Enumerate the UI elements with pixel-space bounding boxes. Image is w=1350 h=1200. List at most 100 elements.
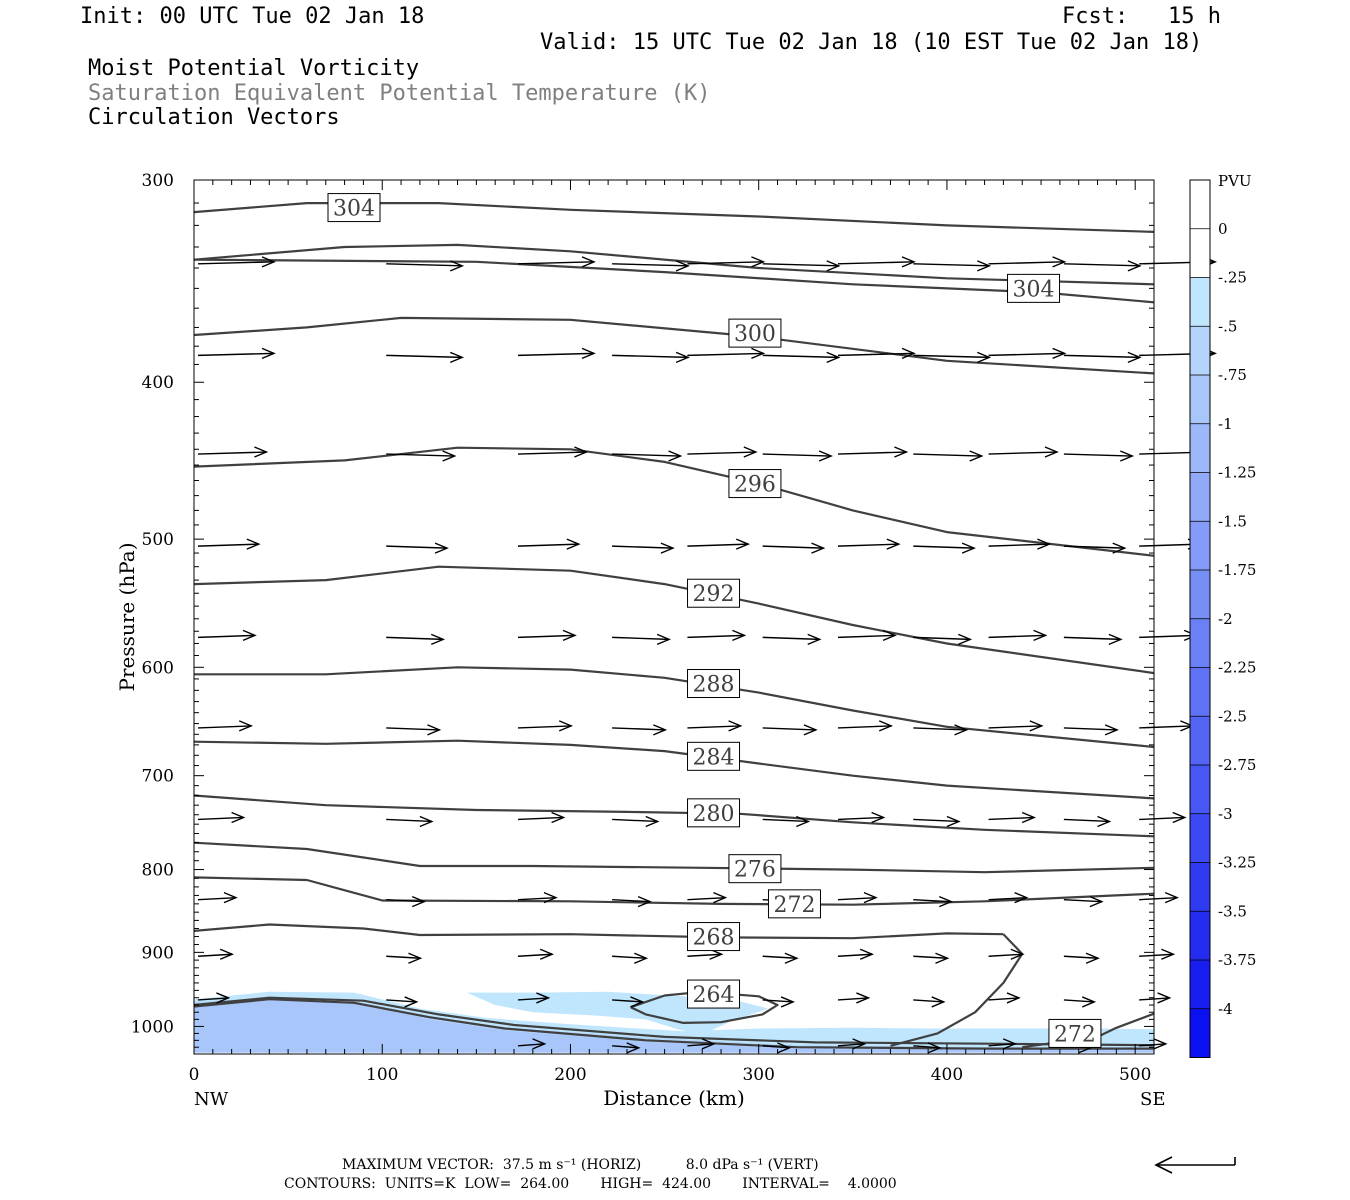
svg-text:300: 300 <box>734 322 776 347</box>
vector-6-3 <box>612 815 660 828</box>
vector-5-8 <box>988 720 1044 732</box>
vector-8-6 <box>837 948 875 960</box>
vector-9-3 <box>612 996 645 1008</box>
vector-1-4 <box>687 347 766 360</box>
vector-7-9 <box>1063 896 1104 908</box>
colorbar-segment <box>1190 960 1210 1009</box>
vector-10-3 <box>762 1042 792 1054</box>
colorbar-segment <box>1190 1008 1210 1058</box>
colorbar-segment <box>1190 180 1210 229</box>
vector-1-5 <box>762 351 841 364</box>
x-end-label-right: SE <box>1140 1089 1165 1110</box>
vector-8-0 <box>197 948 235 960</box>
vector-7-2 <box>517 892 558 904</box>
vector-9-5 <box>762 996 795 1008</box>
vector-8-9 <box>1063 952 1100 964</box>
colorbar-label: -1.75 <box>1218 561 1256 579</box>
colorbar-segment <box>1190 862 1210 912</box>
colorbar-label: -1 <box>1218 415 1233 433</box>
y-tick-label: 600 <box>142 658 174 678</box>
colorbar-segment <box>1190 228 1210 278</box>
vector-3-5 <box>762 542 826 554</box>
y-tick-label: 1000 <box>131 1017 174 1037</box>
vector-9-2 <box>517 992 551 1004</box>
x-tick-label: 0 <box>189 1065 200 1085</box>
vector-2-6 <box>837 446 909 458</box>
svg-text:268: 268 <box>693 926 735 951</box>
vector-4-3 <box>612 633 671 646</box>
vector-10-1 <box>612 1042 641 1054</box>
vector-8-1 <box>386 952 423 964</box>
vector-6-9 <box>1063 815 1112 828</box>
contour-label-11: 268 <box>687 922 741 952</box>
vector-1-2 <box>517 347 596 360</box>
contour-label-3: 300 <box>728 318 782 348</box>
colorbar-label: -2.5 <box>1218 707 1247 725</box>
y-tick-label: 300 <box>142 171 174 191</box>
vector-9-0 <box>197 992 231 1004</box>
vector-8-7 <box>913 952 950 964</box>
contours-note: CONTOURS: UNITS=K LOW= 264.00 HIGH= 424.… <box>284 1176 897 1192</box>
contour-3 <box>193 316 1155 375</box>
vector-0-6 <box>837 256 916 268</box>
vector-8-2 <box>517 948 555 960</box>
contour-5 <box>193 565 1155 675</box>
vector-1-6 <box>837 347 916 360</box>
vector-7-3 <box>612 896 652 908</box>
vector-8-10 <box>1139 948 1176 960</box>
vector-5-1 <box>386 724 442 736</box>
colorbar-label: -3.25 <box>1218 854 1256 872</box>
vector-2-4 <box>687 446 758 458</box>
vector-6-10 <box>1139 811 1187 824</box>
svg-text:272: 272 <box>773 893 815 918</box>
svg-text:272: 272 <box>1054 1022 1096 1047</box>
contour-label-2: 304 <box>1007 273 1061 303</box>
vector-3-0 <box>197 538 261 550</box>
vector-2-2 <box>517 446 589 458</box>
reference-vector-icon <box>1154 1156 1236 1174</box>
colorbar-label: -3.5 <box>1218 902 1247 920</box>
x-tick-label: 300 <box>742 1065 774 1085</box>
vector-3-4 <box>687 538 751 550</box>
vector-5-5 <box>762 724 818 736</box>
colorbar-segment <box>1190 472 1210 522</box>
colorbar-segment <box>1190 618 1210 668</box>
svg-text:280: 280 <box>693 802 735 827</box>
colorbar-label: -2.25 <box>1218 659 1256 677</box>
vector-0-2 <box>517 256 596 268</box>
vector-0-8 <box>988 256 1067 268</box>
vector-2-8 <box>988 446 1059 458</box>
vector-4-5 <box>762 633 822 646</box>
vector-6-0 <box>197 811 246 824</box>
vector-7-1 <box>386 896 427 908</box>
vector-2-0 <box>197 446 269 458</box>
colorbar-segment <box>1190 765 1210 814</box>
vector-7-6 <box>837 892 878 904</box>
vector-10-4 <box>837 1038 867 1050</box>
svg-text:304: 304 <box>1013 277 1055 302</box>
vector-1-0 <box>197 347 276 360</box>
vector-0-4 <box>687 256 766 268</box>
vector-3-2 <box>517 538 581 550</box>
field-title-theta-es: Saturation Equivalent Potential Temperat… <box>88 81 711 106</box>
vector-10-8 <box>1139 1038 1168 1050</box>
x-axis-label: Distance (km) <box>603 1086 745 1110</box>
vector-3-1 <box>386 542 449 554</box>
vector-5-4 <box>687 720 743 732</box>
vector-4-4 <box>687 629 747 642</box>
contour-1 <box>193 243 1155 286</box>
colorbar-label: -4 <box>1218 1000 1233 1018</box>
contour-label-9: 276 <box>728 854 782 884</box>
maximum-vector-note: MAXIMUM VECTOR: 37.5 m s⁻¹ (HORIZ) 8.0 d… <box>342 1157 819 1173</box>
field-title-vectors: Circulation Vectors <box>88 105 340 130</box>
colorbar-label: -1.25 <box>1218 464 1256 482</box>
valid-time: Valid: 15 UTC Tue 02 Jan 18 (10 EST Tue … <box>540 30 1203 55</box>
vector-3-3 <box>612 542 675 554</box>
y-axis-label: Pressure (hPa) <box>115 543 139 692</box>
vector-8-5 <box>762 952 799 964</box>
colorbar-segment <box>1190 813 1210 863</box>
vector-10-5 <box>913 1042 942 1054</box>
contour-0 <box>193 202 1155 233</box>
vector-6-6 <box>837 811 886 824</box>
vector-9-9 <box>1063 996 1097 1008</box>
